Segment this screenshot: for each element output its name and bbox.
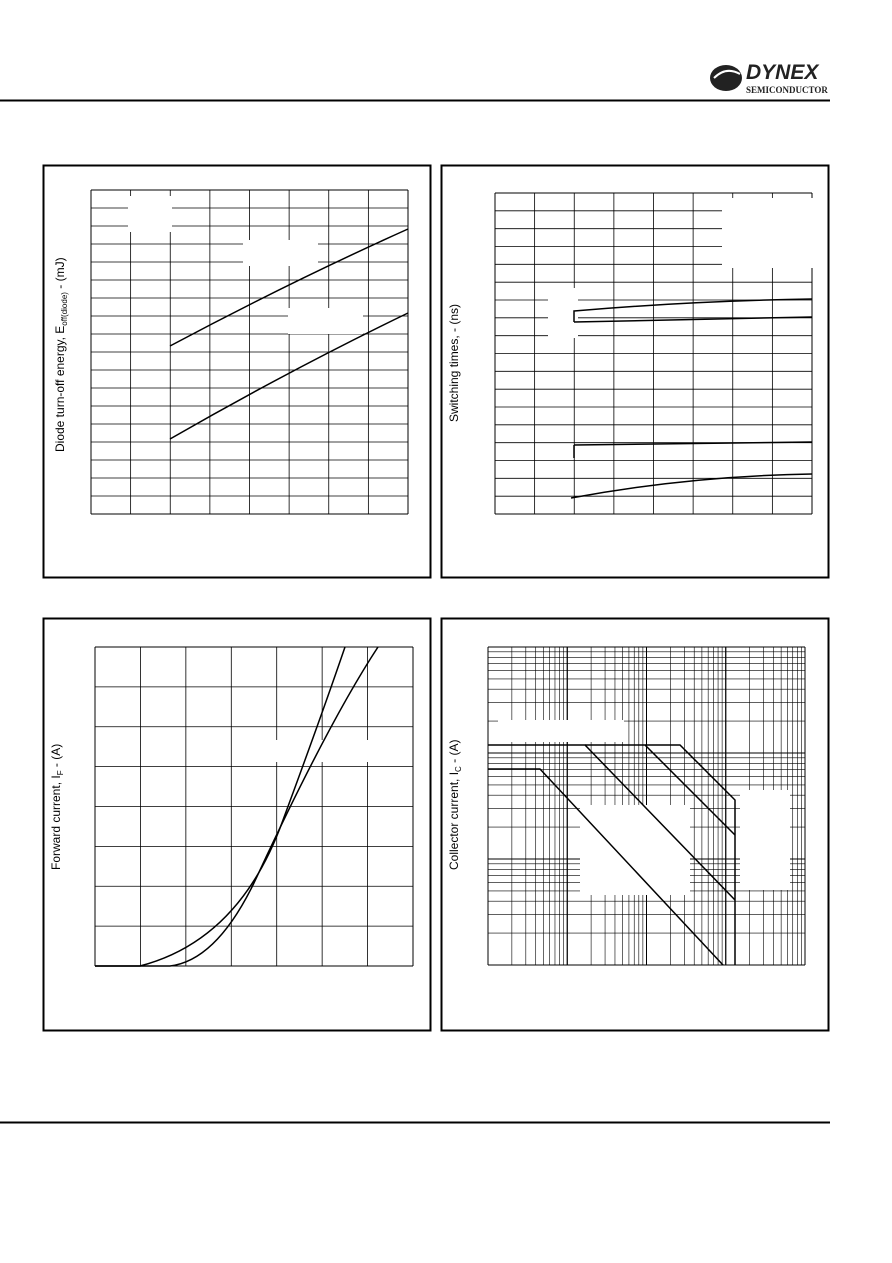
panel-frame xyxy=(440,164,830,579)
curve xyxy=(488,768,724,966)
label-unit: - (A) xyxy=(49,744,63,771)
panel-frame xyxy=(42,164,432,579)
curve xyxy=(645,744,736,965)
label-mask xyxy=(288,308,363,334)
logo-text: DYNEX xyxy=(746,61,820,84)
label-sub: off(diode) xyxy=(60,292,69,326)
y-axis-label: Forward current, IF - (A) xyxy=(49,744,65,870)
curve xyxy=(573,441,813,446)
label-unit: - (A) xyxy=(447,740,461,767)
label-sub: F xyxy=(56,770,65,775)
label-unit: - (mJ) xyxy=(53,257,67,292)
label-mask xyxy=(722,198,814,268)
label-mask xyxy=(128,196,172,232)
label-mask xyxy=(740,790,790,890)
label-sub: C xyxy=(454,766,463,772)
label-main: Diode turn-off energy, E xyxy=(53,326,67,452)
label-main: Forward current, I xyxy=(49,775,63,870)
logo: DYNEX SEMICONDUCTOR xyxy=(710,61,828,95)
curve xyxy=(95,646,379,967)
curve xyxy=(573,316,813,323)
y-axis-label: Switching times, - (ns) xyxy=(447,304,461,422)
label-main: Collector current, I xyxy=(447,772,461,870)
curve xyxy=(570,473,813,499)
logo-subtitle: SEMICONDUCTOR xyxy=(746,85,828,95)
label-mask xyxy=(580,805,690,895)
label-mask xyxy=(272,740,372,762)
y-axis-label: Collector current, IC - (A) xyxy=(447,740,463,871)
label-mask xyxy=(243,240,318,266)
label-mask xyxy=(498,720,624,742)
label-mask xyxy=(548,288,578,338)
logo-swirl xyxy=(713,69,741,79)
panel-frame xyxy=(440,617,830,1032)
curve xyxy=(169,312,409,440)
curve xyxy=(169,228,409,347)
panel-frame xyxy=(42,617,432,1032)
y-axis-label: Diode turn-off energy, Eoff(diode) - (mJ… xyxy=(53,257,69,452)
curve xyxy=(573,298,813,322)
